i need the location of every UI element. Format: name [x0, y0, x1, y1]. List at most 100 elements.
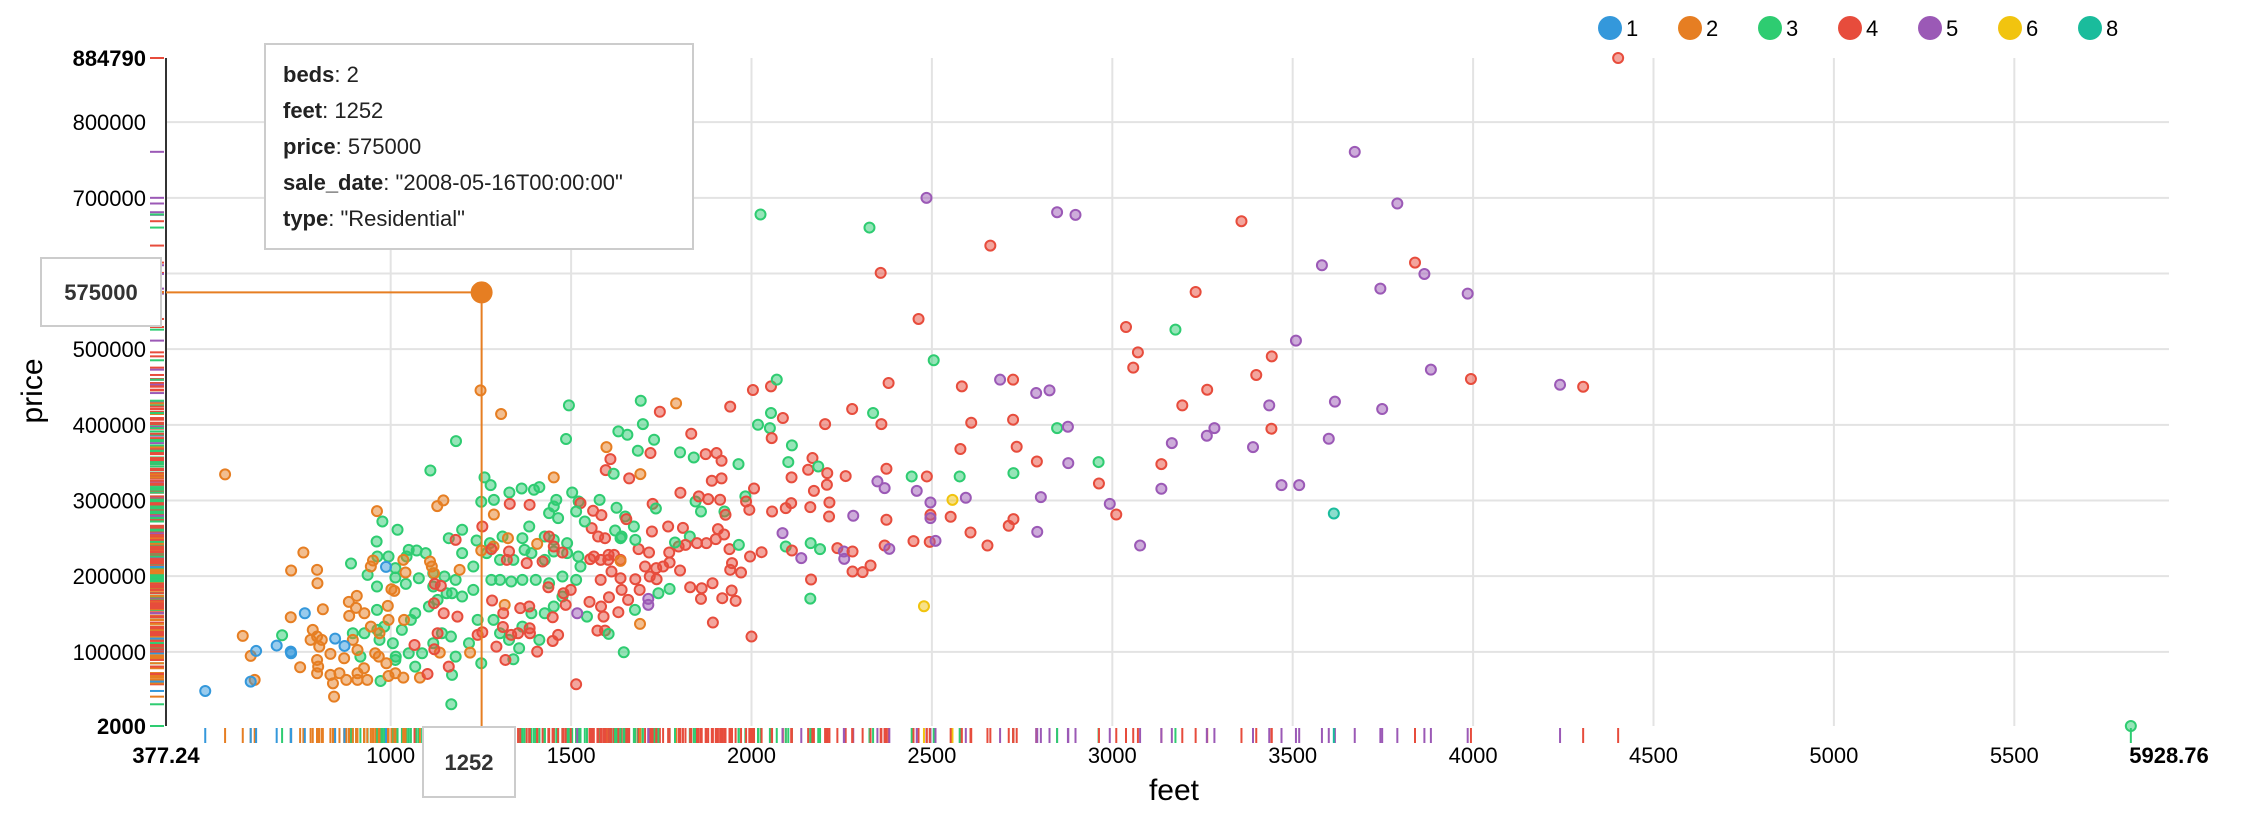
data-point[interactable]: [880, 462, 893, 475]
data-point[interactable]: [1051, 422, 1064, 435]
data-point[interactable]: [634, 468, 647, 481]
data-point[interactable]: [706, 616, 719, 629]
data-point[interactable]: [882, 376, 895, 389]
data-point[interactable]: [494, 573, 507, 586]
data-point[interactable]: [1208, 422, 1221, 435]
data-point[interactable]: [1155, 482, 1168, 495]
data-point[interactable]: [847, 509, 860, 522]
data-point[interactable]: [437, 607, 450, 620]
data-point[interactable]: [1554, 378, 1567, 391]
data-point[interactable]: [1155, 458, 1168, 471]
data-point[interactable]: [391, 523, 404, 536]
data-point[interactable]: [629, 573, 642, 586]
data-point[interactable]: [839, 470, 852, 483]
data-point[interactable]: [1002, 519, 1015, 532]
data-point[interactable]: [863, 221, 876, 234]
data-point[interactable]: [311, 563, 324, 576]
data-point[interactable]: [445, 698, 458, 711]
data-point[interactable]: [905, 470, 918, 483]
data-point[interactable]: [645, 525, 658, 538]
data-point[interactable]: [716, 592, 729, 605]
data-point[interactable]: [821, 467, 834, 480]
data-point[interactable]: [487, 508, 500, 521]
data-point[interactable]: [1247, 441, 1260, 454]
legend-item[interactable]: 6: [1998, 16, 2038, 41]
data-point[interactable]: [878, 482, 891, 495]
data-point[interactable]: [657, 560, 670, 573]
data-point[interactable]: [585, 522, 598, 535]
data-point[interactable]: [381, 599, 394, 612]
legend-item[interactable]: 4: [1838, 16, 1878, 41]
data-point[interactable]: [456, 523, 469, 536]
data-point[interactable]: [350, 601, 363, 614]
data-point[interactable]: [924, 512, 937, 525]
data-point[interactable]: [674, 486, 687, 499]
data-point[interactable]: [1263, 399, 1276, 412]
data-points[interactable]: [199, 52, 2137, 732]
data-point[interactable]: [395, 623, 408, 636]
data-point[interactable]: [634, 617, 647, 630]
data-point[interactable]: [324, 647, 337, 660]
data-point[interactable]: [954, 443, 967, 456]
data-point[interactable]: [623, 472, 636, 485]
data-point[interactable]: [765, 432, 778, 445]
data-point[interactable]: [386, 637, 399, 650]
data-point[interactable]: [610, 501, 623, 514]
data-point[interactable]: [562, 399, 575, 412]
data-point[interactable]: [684, 581, 697, 594]
data-point[interactable]: [470, 534, 483, 547]
data-point[interactable]: [1062, 457, 1075, 470]
data-point[interactable]: [782, 456, 795, 469]
data-point[interactable]: [351, 643, 364, 656]
data-point[interactable]: [382, 550, 395, 563]
data-point[interactable]: [333, 667, 346, 680]
data-point[interactable]: [823, 510, 836, 523]
data-point[interactable]: [427, 597, 440, 610]
data-point[interactable]: [560, 433, 573, 446]
data-point[interactable]: [804, 501, 817, 514]
data-point[interactable]: [584, 553, 597, 566]
data-point[interactable]: [627, 520, 640, 533]
data-point[interactable]: [547, 471, 560, 484]
data-point[interactable]: [636, 418, 649, 431]
data-point[interactable]: [1418, 267, 1431, 280]
data-point[interactable]: [244, 675, 257, 688]
legend-item[interactable]: 2: [1678, 16, 1718, 41]
data-point[interactable]: [328, 690, 341, 703]
data-point[interactable]: [594, 573, 607, 586]
data-point[interactable]: [1069, 208, 1082, 221]
data-point[interactable]: [648, 433, 661, 446]
data-point[interactable]: [706, 577, 719, 590]
data-point[interactable]: [875, 418, 888, 431]
data-point[interactable]: [981, 539, 994, 552]
data-point[interactable]: [329, 632, 342, 645]
highlighted-data-point[interactable]: [470, 281, 493, 304]
data-point[interactable]: [633, 583, 646, 596]
data-point[interactable]: [1201, 383, 1214, 396]
data-point[interactable]: [846, 403, 859, 416]
data-point[interactable]: [785, 439, 798, 452]
data-point[interactable]: [695, 582, 708, 595]
data-point[interactable]: [663, 546, 676, 559]
data-point[interactable]: [1200, 429, 1213, 442]
data-point[interactable]: [370, 603, 383, 616]
data-point[interactable]: [547, 500, 560, 513]
data-point[interactable]: [755, 546, 768, 559]
data-point[interactable]: [531, 645, 544, 658]
data-point[interactable]: [505, 575, 518, 588]
data-point[interactable]: [715, 454, 728, 467]
data-point[interactable]: [428, 643, 441, 656]
data-point[interactable]: [994, 373, 1007, 386]
data-point[interactable]: [1007, 373, 1020, 386]
data-point[interactable]: [766, 505, 779, 518]
data-point[interactable]: [812, 460, 825, 473]
data-point[interactable]: [729, 594, 742, 607]
data-point[interactable]: [533, 633, 546, 646]
data-point[interactable]: [536, 555, 549, 568]
data-point[interactable]: [964, 526, 977, 539]
data-point[interactable]: [622, 593, 635, 606]
data-point[interactable]: [1424, 363, 1437, 376]
data-point[interactable]: [397, 553, 410, 566]
data-point[interactable]: [516, 573, 529, 586]
data-point[interactable]: [920, 191, 933, 204]
